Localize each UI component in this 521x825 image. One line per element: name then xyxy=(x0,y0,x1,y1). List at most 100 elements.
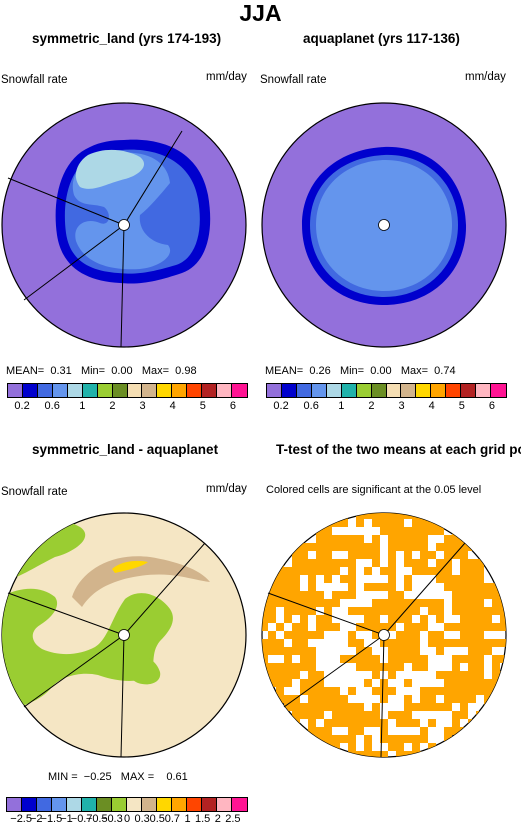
significant-cell xyxy=(356,663,364,671)
significant-cell xyxy=(460,599,468,607)
significant-cell xyxy=(284,655,292,663)
significant-cell xyxy=(332,743,340,751)
significant-cell xyxy=(308,567,316,575)
significant-cell xyxy=(262,639,268,647)
significant-cell xyxy=(292,591,300,599)
significant-cell xyxy=(444,639,452,647)
significant-cell xyxy=(444,751,452,757)
significant-cell xyxy=(356,551,364,559)
significant-cell xyxy=(380,599,388,607)
significant-cell xyxy=(284,599,292,607)
significant-cell xyxy=(396,535,404,543)
colorbar-tr-swatch xyxy=(356,384,372,397)
significant-cell xyxy=(508,671,516,679)
significant-cell xyxy=(308,543,316,551)
significant-cell xyxy=(412,623,420,631)
significant-cell xyxy=(380,719,388,727)
significant-cell xyxy=(460,513,468,519)
significant-cell xyxy=(452,711,460,719)
significant-cell xyxy=(468,687,476,695)
significant-cell xyxy=(484,623,492,631)
significant-cell xyxy=(284,663,292,671)
colorbar-bl-tick-label: 0.7 xyxy=(164,813,181,825)
significant-cell xyxy=(484,535,492,543)
significant-cell xyxy=(380,695,388,703)
significant-cell xyxy=(444,551,452,559)
colorbar-bl-tick-label: 1 xyxy=(184,813,191,825)
significant-cell xyxy=(364,615,372,623)
significant-cell xyxy=(412,735,420,743)
significant-cell xyxy=(452,535,460,543)
significant-cell xyxy=(364,735,372,743)
colorbar-bl-swatch xyxy=(97,798,112,811)
significant-cell xyxy=(332,513,340,519)
significant-cell xyxy=(500,559,506,567)
colorbar-bl-swatch xyxy=(22,798,37,811)
significant-cell xyxy=(268,567,276,575)
significant-cell xyxy=(420,551,428,559)
significant-cell xyxy=(292,535,300,543)
panel-title-difference: symmetric_land - aquaplanet xyxy=(32,442,219,457)
significant-cell xyxy=(388,567,396,575)
significant-cell xyxy=(460,543,468,551)
significant-cell xyxy=(396,513,404,519)
significant-cell xyxy=(324,599,332,607)
colorbar-tr-tick-label: 3 xyxy=(398,400,405,412)
significant-cell xyxy=(308,631,316,639)
significant-cell xyxy=(356,519,364,527)
significant-cell xyxy=(308,647,316,655)
significant-cell xyxy=(436,687,444,695)
significant-cell xyxy=(460,727,468,735)
significant-cell xyxy=(492,591,500,599)
significant-cell xyxy=(300,567,308,575)
significant-cell xyxy=(276,711,284,719)
significant-cell xyxy=(500,535,506,543)
colorbar-ticks-bl: −2.5 −2 −1.5 −1 −0.7 −0.5 −0.3 0 0.3 0.5 0.7 1 1.5 2 2… xyxy=(6,813,248,825)
colorbar-tr-swatch xyxy=(431,384,447,397)
colorbar-tr-swatch xyxy=(491,384,506,397)
significant-cell xyxy=(396,607,404,615)
significant-cell xyxy=(420,703,428,711)
significant-cell xyxy=(404,703,412,711)
colorbar-tr-swatch xyxy=(296,384,312,397)
significant-cell xyxy=(284,719,292,727)
significant-cell xyxy=(500,575,506,583)
significant-cell xyxy=(292,727,300,735)
significant-cell xyxy=(348,543,356,551)
significant-cell xyxy=(262,551,268,559)
significant-cell xyxy=(444,687,452,695)
significant-cell xyxy=(460,519,468,527)
significant-cell xyxy=(460,583,468,591)
significant-cell xyxy=(444,519,452,527)
significant-cell xyxy=(372,655,380,663)
significant-cell xyxy=(412,655,420,663)
colorbar-bl-swatch xyxy=(217,798,232,811)
significant-cell xyxy=(468,575,476,583)
significant-cell xyxy=(436,703,444,711)
significant-cell xyxy=(372,543,380,551)
significant-cell xyxy=(372,583,380,591)
significant-cell xyxy=(284,607,292,615)
colorbar-bl-swatch xyxy=(112,798,127,811)
figure-title: JJA xyxy=(239,0,282,26)
colorbar-tr-tick-label: 0.6 xyxy=(303,400,319,412)
significant-cell xyxy=(388,711,396,719)
significant-cell xyxy=(508,511,516,519)
significant-cell xyxy=(262,623,268,631)
significant-cell xyxy=(268,543,276,551)
significant-cell xyxy=(380,513,388,519)
significant-cell xyxy=(428,567,436,575)
significant-cell xyxy=(276,599,284,607)
significant-cell xyxy=(292,623,300,631)
significant-cell xyxy=(300,711,308,719)
significant-cell xyxy=(428,513,436,519)
significant-cell xyxy=(452,663,460,671)
significant-cell xyxy=(492,639,500,647)
significant-cell xyxy=(308,671,316,679)
significant-cell xyxy=(300,591,308,599)
significant-cell xyxy=(444,583,452,591)
significant-cell xyxy=(332,695,340,703)
significant-cell xyxy=(268,615,276,623)
significant-cell xyxy=(500,687,506,695)
significant-cell xyxy=(276,575,284,583)
